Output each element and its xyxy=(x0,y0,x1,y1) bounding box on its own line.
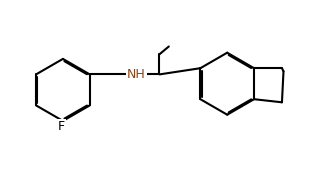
Text: NH: NH xyxy=(127,68,146,81)
Text: F: F xyxy=(58,120,65,133)
